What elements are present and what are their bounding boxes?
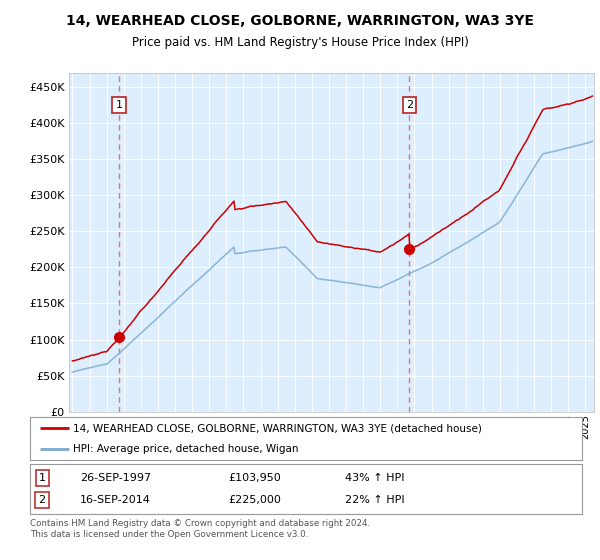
Text: £103,950: £103,950 — [229, 473, 281, 483]
Text: 2: 2 — [406, 100, 413, 110]
Text: 22% ↑ HPI: 22% ↑ HPI — [344, 495, 404, 505]
Text: 1: 1 — [38, 473, 46, 483]
Text: 14, WEARHEAD CLOSE, GOLBORNE, WARRINGTON, WA3 3YE: 14, WEARHEAD CLOSE, GOLBORNE, WARRINGTON… — [66, 14, 534, 28]
Text: 26-SEP-1997: 26-SEP-1997 — [80, 473, 151, 483]
Text: 43% ↑ HPI: 43% ↑ HPI — [344, 473, 404, 483]
Text: HPI: Average price, detached house, Wigan: HPI: Average price, detached house, Wiga… — [73, 444, 299, 454]
Text: 16-SEP-2014: 16-SEP-2014 — [80, 495, 151, 505]
Text: Price paid vs. HM Land Registry's House Price Index (HPI): Price paid vs. HM Land Registry's House … — [131, 36, 469, 49]
Text: 14, WEARHEAD CLOSE, GOLBORNE, WARRINGTON, WA3 3YE (detached house): 14, WEARHEAD CLOSE, GOLBORNE, WARRINGTON… — [73, 423, 482, 433]
Text: 2: 2 — [38, 495, 46, 505]
Text: £225,000: £225,000 — [229, 495, 281, 505]
Text: Contains HM Land Registry data © Crown copyright and database right 2024.
This d: Contains HM Land Registry data © Crown c… — [30, 519, 370, 539]
Text: 1: 1 — [116, 100, 122, 110]
